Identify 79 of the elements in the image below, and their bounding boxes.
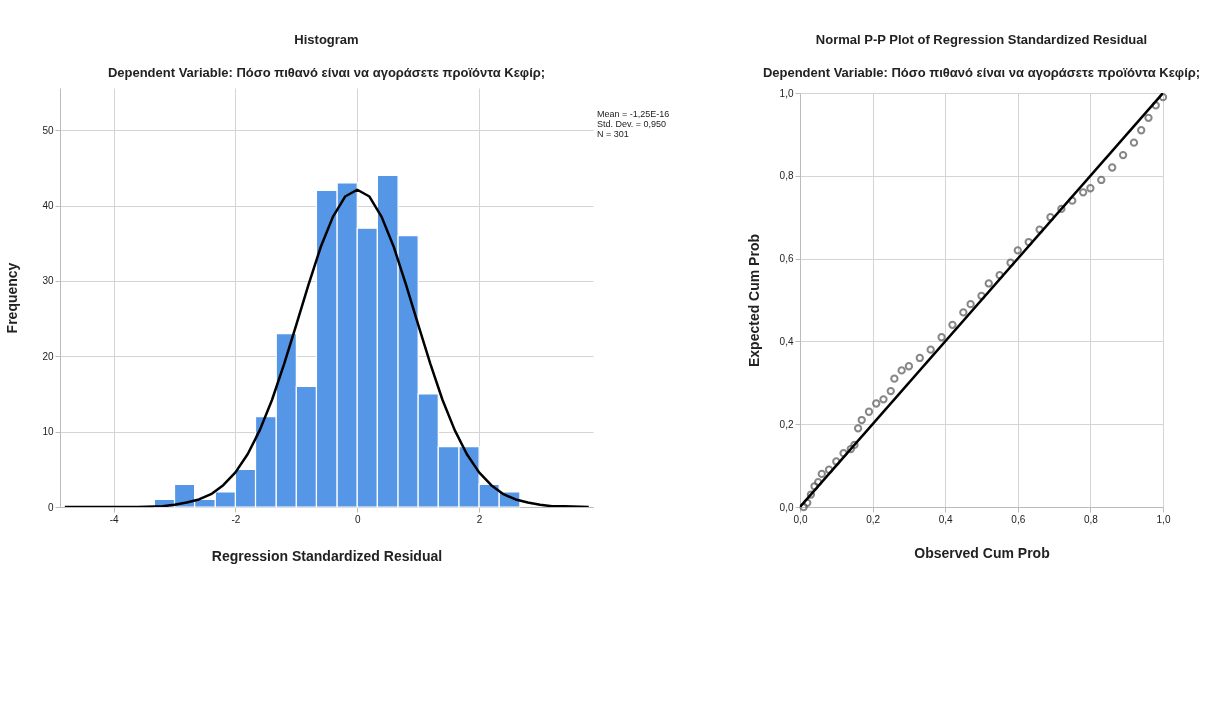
x-axis-title: Observed Cum Prob [914,544,1050,561]
x-tick-label: 0,2 [866,513,881,525]
point [1137,126,1146,135]
x-tick-label: 0,0 [793,513,808,525]
point [977,291,986,301]
x-axis-title: Regression Standardized Residual [211,547,443,564]
point [995,271,1004,280]
point [937,333,946,342]
x-tick-label: -4 [109,513,119,525]
point [959,308,968,317]
text: Mean = -1,25E-16 [597,109,670,119]
point [897,366,906,375]
x-tick-label: 1,0 [1156,513,1171,525]
text: N = 301 [597,129,629,139]
x-tick-label: 0,6 [1011,513,1026,525]
y-tick-label: 0,8 [779,170,794,182]
point [1057,204,1066,214]
point [1024,237,1033,247]
y-tick-label: 0,4 [779,335,794,347]
point [846,444,855,454]
point [857,415,866,425]
x-tick-label: -2 [231,513,241,525]
point [1129,138,1139,147]
point [984,279,993,288]
point [915,353,924,363]
y-axis-title: Frequency [4,262,21,334]
chart-subtitle: Dependent Variable: Πόσο πιθανό είναι να αγοράσετε προϊόντα Κεφίρ; [762,65,1201,80]
y-tick-label: 1,0 [779,87,794,99]
point [813,478,823,487]
point [1108,163,1117,172]
point [948,320,957,329]
y-tick-label: 20 [42,350,54,362]
point [1151,101,1160,110]
point [879,395,888,404]
point [817,469,826,479]
x-tick-label: 0,4 [938,513,954,525]
point [1013,246,1022,255]
point [886,386,895,396]
line-series [63,188,590,507]
chart-subtitle: Dependent Variable: Πόσο πιθανό είναι να αγοράσετε προϊόντα Κεφίρ; [107,65,546,80]
y-tick-label: 30 [42,275,54,287]
y-axis-title: Expected Cum Prob [745,233,762,368]
point [1046,213,1055,222]
point [1006,258,1015,267]
point [1035,225,1044,234]
y-tick-label: 0,0 [779,501,794,513]
text: Std. Dev. = 0,950 [597,119,667,129]
point [832,457,841,466]
y-tick-label: 10 [42,426,54,438]
point [806,490,816,499]
point [839,449,848,458]
y-tick-label: 40 [42,200,54,212]
x-tick-label: 0,8 [1083,513,1099,525]
point [926,345,935,354]
chart-title: Histogram [294,32,359,47]
point [1078,188,1088,197]
point [1086,184,1095,193]
x-tick-label: 2 [476,513,483,525]
point [1144,113,1153,122]
point [853,424,863,433]
point [890,374,899,383]
point [966,299,975,309]
point [864,407,874,416]
point [803,498,812,508]
point [810,482,819,491]
y-tick-label: 0,2 [779,418,794,430]
y-tick-label: 50 [42,124,54,136]
x-tick-label: 0 [354,513,361,525]
point [872,399,881,408]
y-tick-label: 0 [47,501,54,513]
y-tick-label: 0,6 [779,253,794,265]
point [1118,150,1128,160]
chart-title: Normal P-P Plot of Regression Standardized Residual [815,32,1148,47]
point [1158,92,1168,102]
point [1068,196,1077,205]
point [904,362,914,371]
point [1097,175,1106,185]
point [850,440,859,450]
point [824,465,834,474]
